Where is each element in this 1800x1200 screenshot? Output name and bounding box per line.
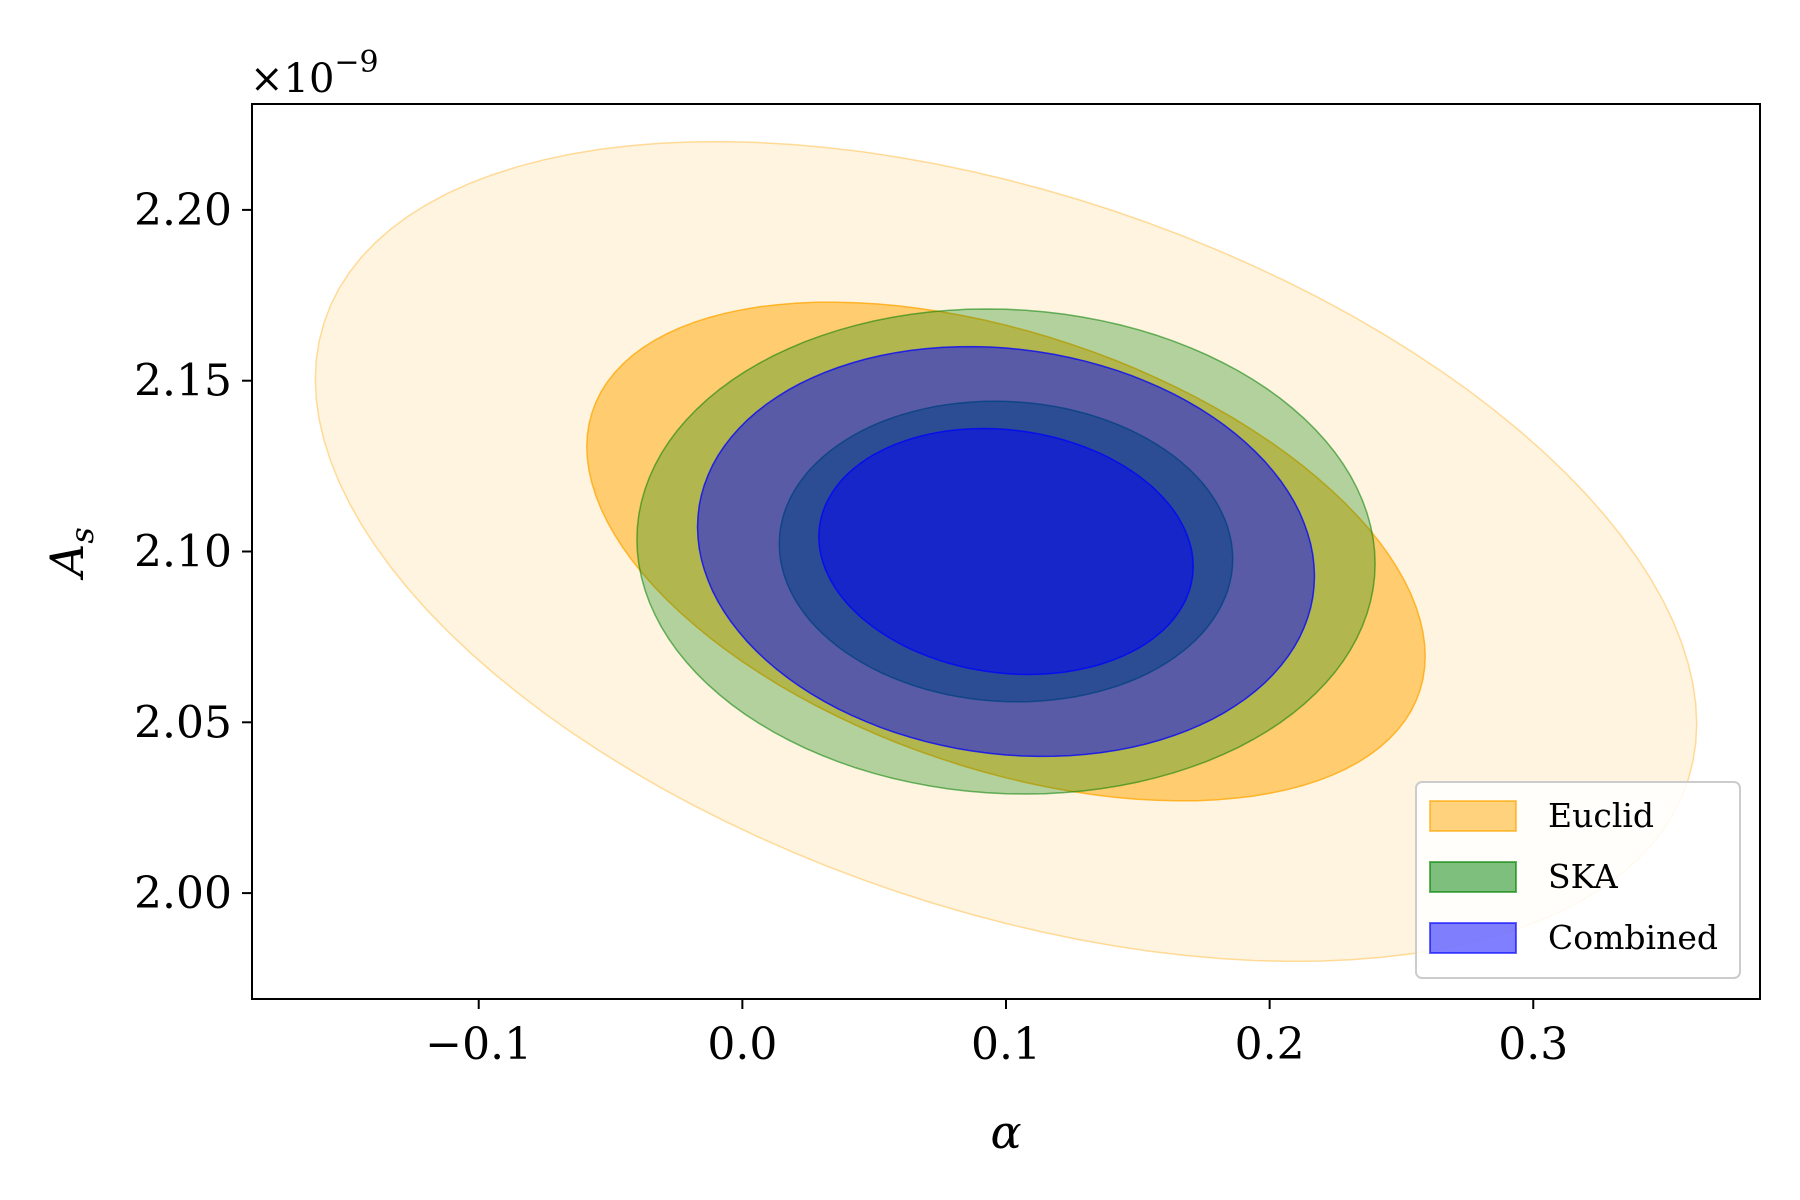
- y-tick-label: 2.20: [134, 185, 232, 236]
- legend-swatch-ska: [1429, 861, 1517, 893]
- x-tick-label: 0.0: [707, 1019, 777, 1070]
- y-axis: 2.00 2.05 2.10 2.15 2.20: [134, 185, 252, 919]
- legend-label-combined: Combined: [1548, 918, 1718, 957]
- legend: Euclid SKA Combined: [1415, 781, 1741, 979]
- x-tick-label: 0.3: [1498, 1019, 1568, 1070]
- y-tick-label: 2.15: [134, 356, 232, 407]
- y-axis-label: As: [40, 527, 101, 581]
- legend-label-ska: SKA: [1548, 857, 1619, 896]
- x-axis-label: α: [990, 1105, 1021, 1159]
- x-tick-label: −0.1: [425, 1019, 532, 1070]
- x-tick-label: 0.2: [1235, 1019, 1305, 1070]
- x-tick-label: 0.1: [971, 1019, 1041, 1070]
- contour-layer: [314, 140, 1698, 963]
- legend-swatch-combined: [1429, 922, 1517, 954]
- y-tick-label: 2.10: [134, 527, 232, 578]
- y-tick-label: 2.05: [134, 697, 232, 748]
- contour-combined-1-sigma: [818, 427, 1194, 676]
- legend-label-euclid: Euclid: [1548, 796, 1654, 835]
- y-tick-label: 2.00: [134, 868, 232, 919]
- y-offset-label: ×10−9: [250, 45, 379, 102]
- x-axis: −0.1 0.0 0.1 0.2 0.3: [425, 999, 1568, 1070]
- legend-swatch-euclid: [1429, 800, 1517, 832]
